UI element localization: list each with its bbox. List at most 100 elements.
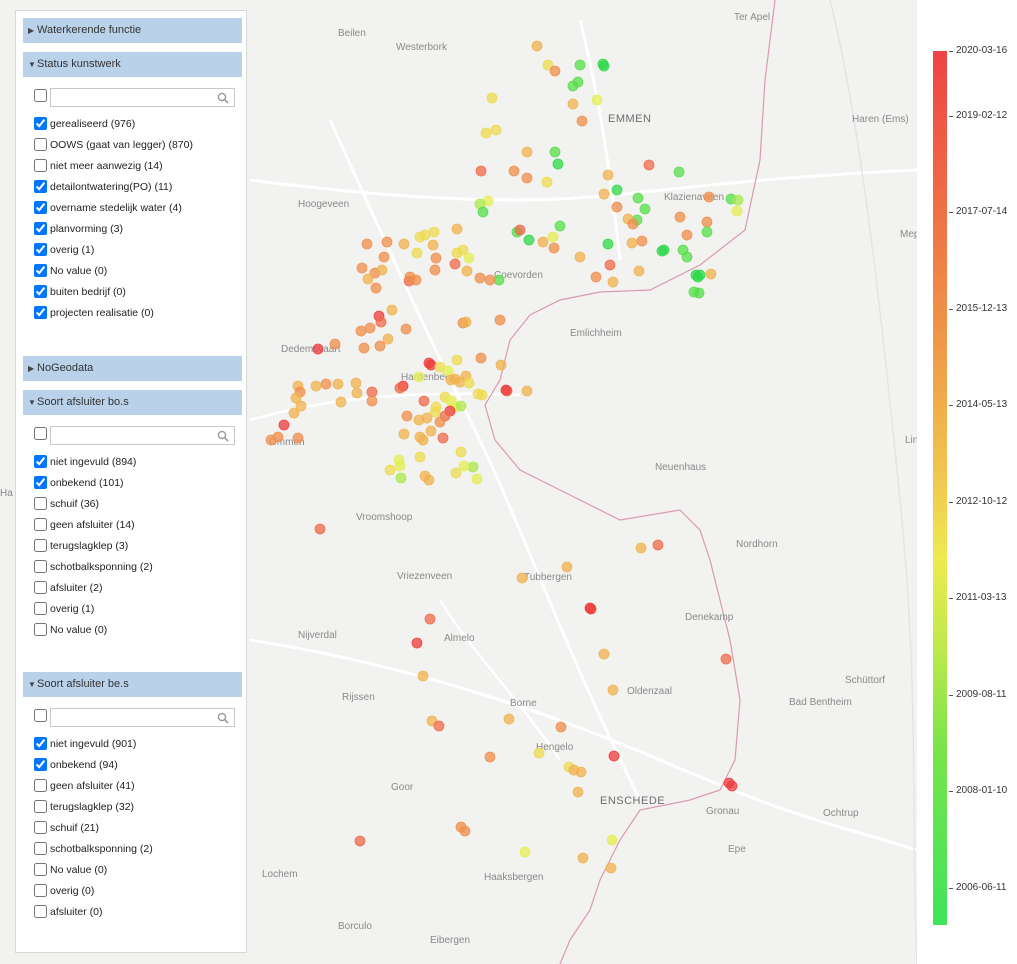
map-point[interactable]	[602, 169, 614, 181]
map-point[interactable]	[455, 400, 467, 412]
map-point[interactable]	[413, 414, 425, 426]
map-point[interactable]	[467, 461, 479, 473]
map-point[interactable]	[639, 203, 651, 215]
map-point[interactable]	[429, 264, 441, 276]
select-all-checkbox[interactable]	[34, 427, 47, 440]
map-point[interactable]	[413, 371, 425, 383]
section-header-0[interactable]: ▶ Waterkerende functie	[23, 18, 242, 43]
map-point[interactable]	[549, 146, 561, 158]
map-point[interactable]	[575, 766, 587, 778]
search-icon[interactable]	[217, 429, 229, 447]
map-point[interactable]	[490, 124, 502, 136]
filter-checkbox[interactable]	[34, 476, 47, 489]
map-point[interactable]	[329, 338, 341, 350]
map-point[interactable]	[362, 273, 374, 285]
map-point[interactable]	[547, 231, 559, 243]
map-point[interactable]	[398, 428, 410, 440]
map-point[interactable]	[516, 572, 528, 584]
map-point[interactable]	[514, 224, 526, 236]
map-point[interactable]	[335, 396, 347, 408]
map-point[interactable]	[607, 684, 619, 696]
map-point[interactable]	[477, 206, 489, 218]
map-point[interactable]	[486, 92, 498, 104]
map-point[interactable]	[508, 165, 520, 177]
map-point[interactable]	[484, 274, 496, 286]
map-point[interactable]	[531, 40, 543, 52]
map-point[interactable]	[295, 400, 307, 412]
map-point[interactable]	[554, 220, 566, 232]
map-point[interactable]	[442, 365, 454, 377]
map-point[interactable]	[574, 59, 586, 71]
map-point[interactable]	[694, 269, 706, 281]
filter-checkbox[interactable]	[34, 581, 47, 594]
map-point[interactable]	[314, 523, 326, 535]
map-point[interactable]	[386, 304, 398, 316]
map-point[interactable]	[561, 561, 573, 573]
map-point[interactable]	[548, 242, 560, 254]
search-box[interactable]	[50, 426, 235, 447]
map-point[interactable]	[418, 395, 430, 407]
map-point[interactable]	[493, 274, 505, 286]
map-point[interactable]	[428, 226, 440, 238]
map-point[interactable]	[376, 264, 388, 276]
map-point[interactable]	[611, 184, 623, 196]
map-point[interactable]	[605, 862, 617, 874]
filter-search-input[interactable]	[51, 91, 217, 108]
map-point[interactable]	[576, 115, 588, 127]
map-point[interactable]	[533, 747, 545, 759]
map-point[interactable]	[366, 386, 378, 398]
map-point[interactable]	[701, 226, 713, 238]
filter-checkbox[interactable]	[34, 863, 47, 876]
search-box[interactable]	[50, 708, 235, 728]
filter-checkbox[interactable]	[34, 285, 47, 298]
map-point[interactable]	[500, 384, 512, 396]
map-point[interactable]	[632, 192, 644, 204]
map-point[interactable]	[606, 834, 618, 846]
map-point[interactable]	[703, 191, 715, 203]
filter-checkbox[interactable]	[34, 201, 47, 214]
map-point[interactable]	[494, 314, 506, 326]
filter-search-input[interactable]	[51, 429, 217, 446]
map-point[interactable]	[265, 434, 277, 446]
map-point[interactable]	[332, 378, 344, 390]
map-point[interactable]	[635, 542, 647, 554]
map-point[interactable]	[394, 382, 406, 394]
map-point[interactable]	[378, 251, 390, 263]
map-point[interactable]	[400, 323, 412, 335]
filter-checkbox[interactable]	[34, 159, 47, 172]
map-point[interactable]	[591, 94, 603, 106]
map-point[interactable]	[364, 322, 376, 334]
map-point[interactable]	[598, 60, 610, 72]
map-point[interactable]	[398, 238, 410, 250]
map-point[interactable]	[574, 251, 586, 263]
filter-checkbox[interactable]	[34, 884, 47, 897]
map-point[interactable]	[457, 244, 469, 256]
map-point[interactable]	[681, 251, 693, 263]
filter-checkbox[interactable]	[34, 117, 47, 130]
map-point[interactable]	[450, 467, 462, 479]
filter-checkbox[interactable]	[34, 539, 47, 552]
filter-checkbox[interactable]	[34, 821, 47, 834]
search-icon[interactable]	[217, 91, 229, 109]
map-point[interactable]	[523, 234, 535, 246]
map-point[interactable]	[656, 245, 668, 257]
map-point[interactable]	[503, 713, 515, 725]
map-point[interactable]	[427, 239, 439, 251]
map-point[interactable]	[693, 287, 705, 299]
map-point[interactable]	[411, 247, 423, 259]
map-point[interactable]	[475, 165, 487, 177]
map-point[interactable]	[411, 637, 423, 649]
map-point[interactable]	[424, 613, 436, 625]
filter-checkbox[interactable]	[34, 138, 47, 151]
map-point[interactable]	[652, 539, 664, 551]
map-point[interactable]	[474, 272, 486, 284]
map-point[interactable]	[633, 265, 645, 277]
map-point[interactable]	[382, 333, 394, 345]
map-point[interactable]	[521, 172, 533, 184]
map-point[interactable]	[374, 340, 386, 352]
map-point[interactable]	[414, 231, 426, 243]
map-point[interactable]	[627, 218, 639, 230]
filter-checkbox[interactable]	[34, 180, 47, 193]
select-all-checkbox[interactable]	[34, 709, 47, 722]
map-point[interactable]	[384, 464, 396, 476]
